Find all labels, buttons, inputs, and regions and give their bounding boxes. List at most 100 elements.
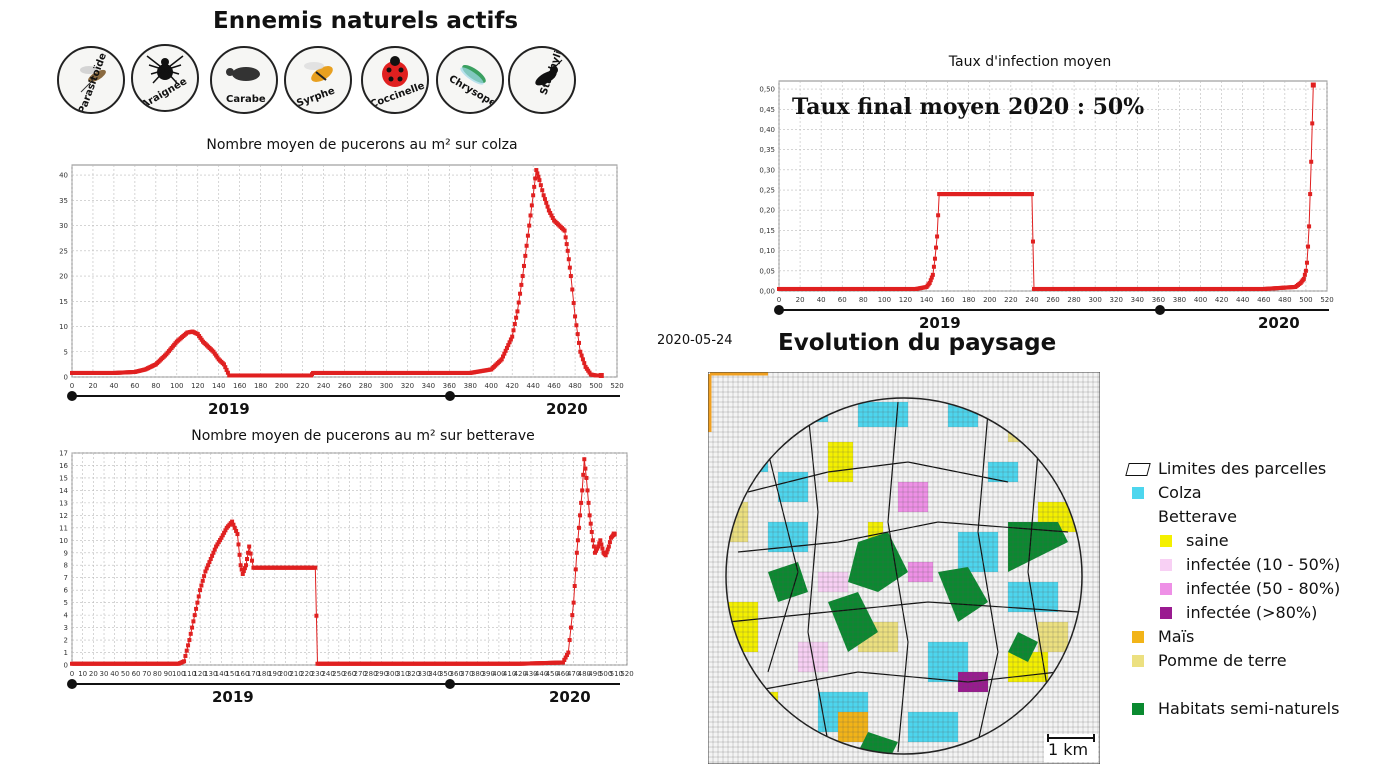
data-point (596, 544, 601, 549)
legend-label: Colza (1158, 483, 1202, 502)
data-point (542, 197, 547, 202)
x-tick-label: 370 (460, 670, 473, 678)
legend-swatch (1160, 583, 1172, 595)
x-tick-label: 300 (386, 670, 399, 678)
date-stamp: 2020-05-24 (657, 333, 733, 348)
y-tick-label: 7 (64, 574, 68, 582)
x-tick-label: 200 (279, 670, 292, 678)
study-area-outline (725, 397, 1083, 755)
data-point (574, 550, 579, 555)
ladybug-icon-drawing (382, 56, 408, 87)
data-point (1307, 224, 1312, 229)
data-point (211, 550, 216, 555)
y-tick-label: 15 (59, 474, 68, 482)
x-tick-label: 180 (254, 382, 267, 390)
data-point (236, 542, 241, 547)
y-tick-label: 12 (59, 512, 68, 520)
legend-label: infectée (50 - 80%) (1186, 579, 1341, 598)
legend-label: Maïs (1158, 627, 1195, 646)
x-tick-label: 390 (482, 670, 495, 678)
data-point (1309, 159, 1314, 164)
x-tick-label: 320 (407, 670, 420, 678)
year-label-2019: 2019 (208, 400, 250, 418)
timeline-year-marker (774, 305, 784, 315)
data-point (536, 174, 541, 179)
data-point (237, 552, 242, 557)
x-tick-label: 270 (353, 670, 366, 678)
x-tick-label: 480 (578, 670, 591, 678)
data-point (1301, 276, 1306, 281)
data-point (239, 567, 244, 572)
x-tick-label: 60 (838, 296, 847, 304)
y-tick-label: 8 (64, 562, 68, 570)
data-point (571, 300, 576, 305)
data-point (580, 357, 585, 362)
data-point (1310, 121, 1315, 126)
y-tick-label: 40 (59, 172, 68, 180)
x-tick-label: 260 (338, 382, 351, 390)
ladybug-icon: Coccinelle (361, 46, 429, 114)
x-tick-label: 430 (524, 670, 537, 678)
data-point (1310, 82, 1316, 88)
y-tick-label: 6 (64, 587, 69, 595)
data-point (545, 204, 550, 209)
data-point (250, 558, 255, 563)
data-point (582, 457, 587, 462)
x-tick-label: 360 (450, 670, 463, 678)
y-tick-label: 20 (59, 273, 68, 281)
data-point (576, 525, 581, 530)
legend-label: infectée (10 - 50%) (1186, 555, 1341, 574)
x-tick-label: 400 (492, 670, 505, 678)
x-tick-label: 90 (164, 670, 173, 678)
data-point (231, 522, 236, 527)
hoverfly-icon: Syrphe (284, 46, 352, 114)
data-point (532, 184, 537, 189)
y-tick-label: 4 (64, 612, 69, 620)
data-point (535, 171, 540, 176)
data-point (540, 188, 545, 193)
data-point (1030, 239, 1035, 244)
data-point (313, 565, 318, 570)
x-tick-label: 0 (777, 296, 781, 304)
x-tick-label: 180 (257, 670, 270, 678)
y-tick-label: 0,50 (759, 86, 775, 94)
y-tick-label: 0,35 (759, 146, 775, 154)
data-point (594, 548, 599, 553)
data-point (588, 521, 593, 526)
data-point (1308, 192, 1313, 197)
data-point (221, 362, 226, 367)
data-point (524, 243, 529, 248)
data-point (560, 660, 565, 665)
x-tick-label: 180 (962, 296, 975, 304)
y-tick-label: 11 (59, 524, 68, 532)
rove-beetle-icon-drawing (535, 59, 563, 86)
x-tick-label: 210 (289, 670, 302, 678)
data-point (927, 280, 932, 285)
data-point (510, 334, 515, 339)
data-point (182, 659, 187, 664)
x-tick-label: 60 (130, 382, 139, 390)
legend-swatch (1160, 607, 1172, 619)
data-point (225, 370, 230, 375)
x-tick-label: 300 (1088, 296, 1101, 304)
x-tick-label: 520 (1320, 296, 1333, 304)
data-point (606, 544, 611, 549)
x-tick-label: 60 (132, 670, 141, 678)
x-tick-label: 360 (1152, 296, 1165, 304)
data-point (215, 542, 220, 547)
y-tick-label: 1 (64, 649, 68, 657)
x-tick-label: 200 (983, 296, 996, 304)
data-point (195, 600, 200, 605)
legend-swatch (1160, 535, 1172, 547)
data-point (243, 563, 248, 568)
y-tick-label: 10 (59, 537, 68, 545)
data-point (230, 519, 235, 524)
data-point (219, 535, 224, 540)
data-point (529, 203, 534, 208)
data-point (590, 538, 595, 543)
x-tick-label: 200 (275, 382, 288, 390)
x-tick-label: 50 (121, 670, 130, 678)
final-rate-annotation: Taux final moyen 2020 : 50% (792, 94, 1145, 120)
data-point (242, 566, 247, 571)
parasitoid-wasp-icon-drawing (80, 66, 106, 93)
